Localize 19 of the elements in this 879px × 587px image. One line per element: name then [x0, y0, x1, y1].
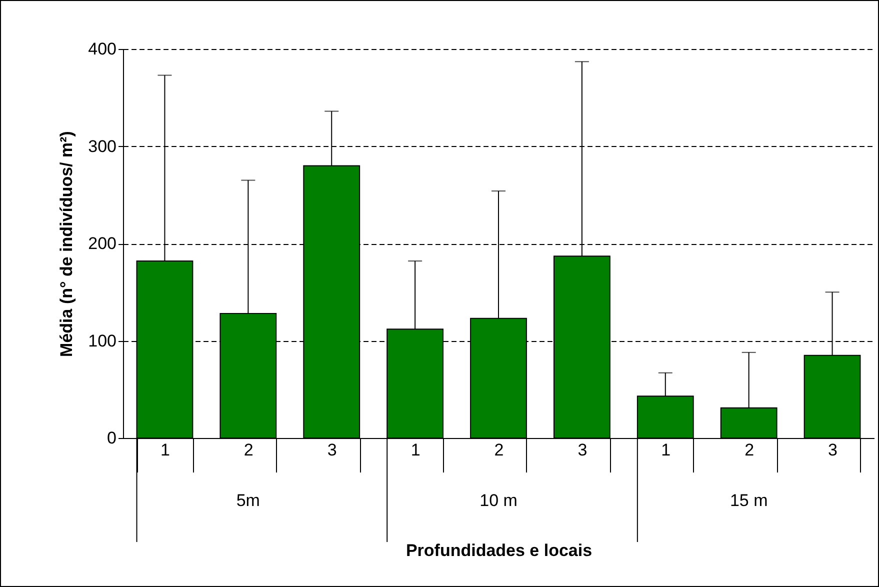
- x-tick-label: 2: [244, 440, 254, 460]
- text: 10 m: [480, 491, 518, 510]
- y-tick-label: 0: [107, 428, 116, 448]
- x-tick-label: 1: [410, 440, 420, 460]
- x-tick-label: 3: [828, 440, 838, 460]
- y-tick-label: 400: [88, 40, 116, 58]
- text: 15 m: [730, 491, 768, 510]
- x-tick-label: 1: [661, 440, 671, 460]
- x-tick-label: 2: [494, 440, 504, 460]
- x-tick-label: 2: [744, 440, 754, 460]
- text: 5m: [236, 491, 260, 510]
- x-tick-label: 3: [578, 440, 588, 460]
- x-axis-title: Profundidades e locais: [406, 541, 592, 560]
- x-tick-label: 1: [160, 440, 170, 460]
- y-axis-title: Média (n° de indivíduos/ m²): [57, 131, 76, 357]
- x-tick-label: 3: [327, 440, 337, 460]
- y-tick-label: 100: [88, 331, 116, 350]
- y-tick-label: 200: [88, 234, 116, 253]
- y-tick-label: 300: [88, 136, 116, 156]
